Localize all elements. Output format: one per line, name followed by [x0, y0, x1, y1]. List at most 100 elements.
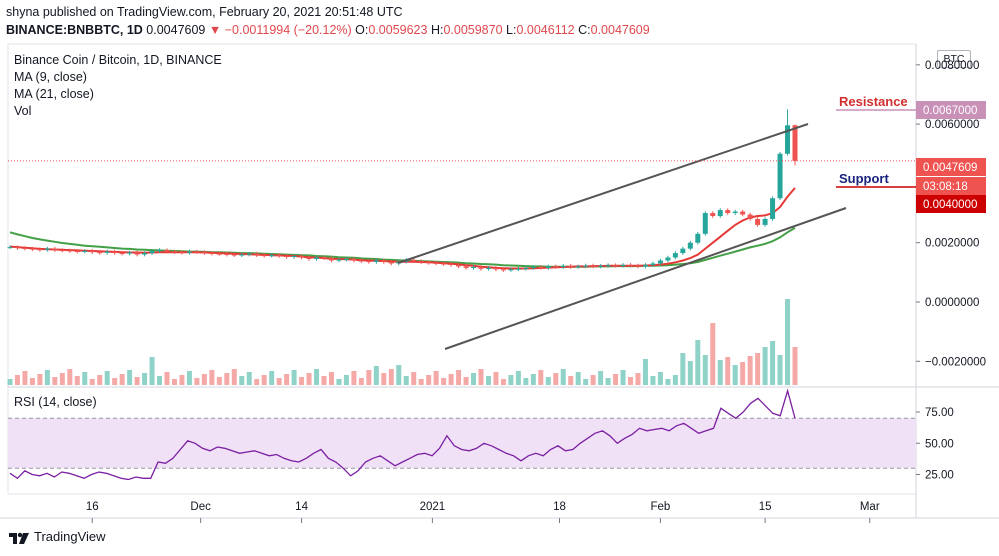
candle-body [426, 262, 432, 264]
candle-body [22, 248, 28, 250]
y-tick-label: 0.0060000 [925, 119, 979, 131]
candle-body [478, 267, 484, 269]
candle-body [500, 269, 506, 271]
candle-body [351, 259, 357, 261]
price-tag-label: 0.0040000 [923, 199, 977, 211]
candle-body [635, 265, 641, 267]
volume-bar [770, 341, 776, 385]
volume-bar [523, 378, 529, 385]
tradingview-logo[interactable]: TradingView [8, 529, 106, 545]
candle-body [119, 253, 125, 255]
volume-bar [493, 372, 499, 385]
high-value: 0.0059870 [443, 23, 503, 37]
volume-bar [164, 372, 170, 385]
currency-button[interactable]: BTC [937, 50, 971, 68]
volume-bar [665, 379, 671, 385]
candle-body [239, 254, 245, 256]
x-tick-label: 18 [553, 501, 566, 513]
candle-body [291, 256, 297, 258]
rsi-band [8, 418, 916, 469]
volume-bar [284, 374, 290, 385]
volume-bar [575, 372, 581, 385]
resistance-trendline [397, 123, 809, 264]
candle-body [553, 266, 559, 268]
support-label: Support [839, 171, 889, 186]
candle-body [44, 248, 50, 250]
volume-bar [680, 353, 686, 385]
volume-bar [358, 378, 364, 385]
volume-bar [620, 370, 626, 385]
candle-body [194, 251, 200, 253]
candle-body [299, 256, 305, 258]
volume-bar [478, 369, 484, 385]
x-tick-label: 16 [86, 501, 99, 513]
volume-bar [687, 361, 693, 385]
candle-body [672, 253, 678, 258]
volume-bar [29, 378, 35, 385]
close-label: C: [578, 23, 591, 37]
candle-body [448, 264, 454, 266]
candle-body [657, 260, 663, 264]
candle-body [560, 265, 566, 268]
legend-ma9[interactable]: MA (9, close) [14, 70, 87, 84]
symbol-ohlc-bar: BINANCE:BNBBTC, 1D 0.0047609 ▼ −0.001199… [6, 23, 650, 37]
candle-body [530, 267, 536, 269]
down-arrow-icon: ▼ [208, 23, 222, 37]
volume-bar [605, 378, 611, 385]
volume-bar [545, 377, 551, 385]
volume-bar [568, 376, 574, 385]
legend-ma21[interactable]: MA (21, close) [14, 87, 94, 101]
candle-body [149, 251, 155, 254]
volume-bar [485, 376, 491, 385]
x-tick-label: Dec [190, 501, 211, 513]
candle-body [224, 253, 230, 255]
volume-bar [441, 378, 447, 385]
volume-bar [209, 370, 215, 385]
volume-bar [366, 370, 372, 385]
volume-bar [448, 374, 454, 385]
volume-bar [179, 375, 185, 385]
volume-bar [598, 371, 604, 385]
candle-body [620, 264, 626, 266]
volume-bar [785, 299, 791, 385]
candle-body [485, 267, 491, 269]
rsi-legend[interactable]: RSI (14, close) [14, 395, 97, 409]
candle-body [336, 259, 342, 261]
legend-vol[interactable]: Vol [14, 104, 32, 118]
volume-bar [52, 377, 58, 385]
volume-bar [702, 355, 708, 385]
candle-body [373, 260, 379, 262]
candle-body [770, 198, 776, 219]
candle-body [515, 268, 521, 270]
candle-body [441, 263, 447, 265]
volume-bar [261, 375, 267, 385]
candle-body [695, 233, 701, 243]
volume-bar [157, 376, 163, 385]
candle-body [186, 251, 192, 253]
volume-bar [299, 377, 305, 385]
candle-body [201, 252, 207, 254]
close-value: 0.0047609 [590, 23, 650, 37]
volume-bar [351, 371, 357, 385]
volume-bar [463, 377, 469, 385]
candle-body [702, 213, 708, 234]
volume-bar [777, 355, 783, 385]
volume-bar [762, 347, 768, 385]
support-trendline [444, 207, 847, 350]
price-tag-label: 03:08:18 [923, 181, 968, 193]
volume-bar [650, 376, 656, 385]
candle-body [179, 252, 185, 254]
volume-bar [426, 375, 432, 385]
volume-bar [127, 370, 133, 385]
rsi-tick-label: 50.00 [925, 438, 954, 450]
volume-bar [747, 356, 753, 385]
chart-title: Binance Coin / Bitcoin, 1D, BINANCE [14, 53, 222, 67]
volume-bar [388, 369, 394, 385]
volume-bar [672, 375, 678, 385]
volume-bar [740, 362, 746, 385]
candle-body [59, 250, 65, 252]
symbol-label[interactable]: BINANCE:BNBBTC, 1D [6, 23, 143, 37]
candle-body [777, 153, 783, 199]
last-price: 0.0047609 [146, 23, 206, 37]
